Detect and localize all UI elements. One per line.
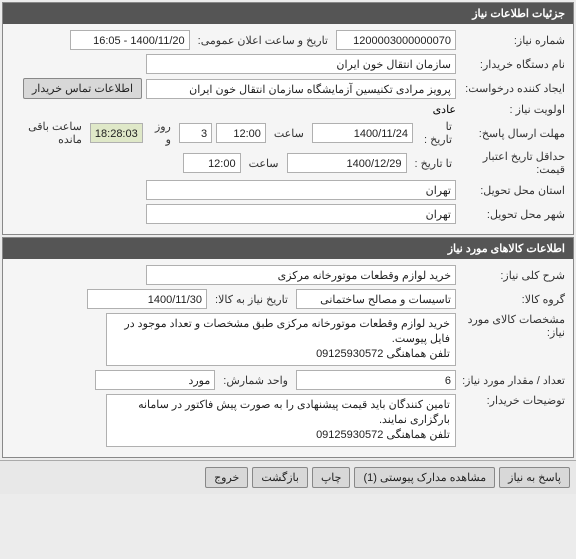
time-label-2: ساعت: [245, 157, 283, 170]
buyer-note-label: توضیحات خریدار:: [460, 394, 565, 407]
group-field: تاسیسات و مصالح ساختمانی: [296, 289, 456, 309]
credit-time-field: 12:00: [183, 153, 241, 173]
need-details-body: شماره نیاز: 1200003000000070 تاریخ و ساع…: [3, 24, 573, 234]
need-details-header: جزئیات اطلاعات نیاز: [3, 3, 573, 24]
desc-field: خرید لوازم وقطعات موتورخانه مرکزی: [146, 265, 456, 285]
city-deliv-label: شهر محل تحویل:: [460, 208, 565, 221]
priority-value: عادی: [433, 103, 456, 116]
deadline-date-field: 1400/11/24: [312, 123, 413, 143]
goods-info-header: اطلاعات کالاهای مورد نیاز: [3, 238, 573, 259]
buyer-label: نام دستگاه خریدار:: [460, 58, 565, 71]
need-date-label: تاریخ نیاز به کالا:: [211, 293, 292, 306]
buyer-field: سازمان انتقال خون ایران: [146, 54, 456, 74]
group-label: گروه کالا:: [460, 293, 565, 306]
spec-field: خرید لوازم وقطعات موتورخانه مرکزی طبق مش…: [106, 313, 456, 366]
back-button[interactable]: بازگشت: [252, 467, 308, 488]
prov-deliv-label: استان محل تحویل:: [460, 184, 565, 197]
spec-label: مشخصات کالای مورد نیاز:: [460, 313, 565, 339]
print-button[interactable]: چاپ: [312, 467, 351, 488]
buyer-note-field: تامین کنندگان باید قیمت پیشنهادی را به ص…: [106, 394, 456, 447]
qty-label: تعداد / مقدار مورد نیاز:: [460, 374, 565, 387]
days-label: روز و: [147, 120, 175, 146]
need-date-field: 1400/11/30: [87, 289, 207, 309]
credit-label: حداقل تاریخ اعتبار قیمت:: [460, 150, 565, 176]
unit-field: مورد: [95, 370, 215, 390]
attachments-button[interactable]: مشاهده مدارک پیوستی (1): [354, 467, 495, 488]
req-no-field: 1200003000000070: [336, 30, 456, 50]
credit-to-label: تا تاریخ :: [411, 157, 456, 170]
announce-field: 1400/11/20 - 16:05: [70, 30, 190, 50]
desc-label: شرح کلی نیاز:: [460, 269, 565, 282]
deadline-label: مهلت ارسال پاسخ:: [460, 127, 565, 140]
remain-label: ساعت باقی مانده: [11, 120, 86, 146]
deadline-time-field: 12:00: [216, 123, 266, 143]
time-remain-field: 18:28:03: [90, 123, 143, 143]
exit-button[interactable]: خروج: [205, 467, 248, 488]
to-date-label: تا تاریخ :: [417, 120, 456, 146]
respond-button[interactable]: پاسخ به نیاز: [499, 467, 570, 488]
days-remain-field: 3: [179, 123, 212, 143]
contact-buyer-button[interactable]: اطلاعات تماس خریدار: [23, 78, 142, 99]
creator-field: پرویز مرادی تکنیسین آزمایشگاه سازمان انت…: [146, 79, 456, 99]
time-label-1: ساعت: [270, 127, 308, 140]
action-bar: پاسخ به نیاز مشاهده مدارک پیوستی (1) چاپ…: [0, 460, 576, 494]
goods-info-panel: اطلاعات کالاهای مورد نیاز شرح کلی نیاز: …: [2, 237, 574, 458]
qty-field: 6: [296, 370, 456, 390]
priority-label: اولویت نیاز :: [460, 103, 565, 116]
goods-info-body: شرح کلی نیاز: خرید لوازم وقطعات موتورخان…: [3, 259, 573, 457]
prov-deliv-field: تهران: [146, 180, 456, 200]
need-details-panel: جزئیات اطلاعات نیاز شماره نیاز: 12000030…: [2, 2, 574, 235]
req-no-label: شماره نیاز:: [460, 34, 565, 47]
city-deliv-field: تهران: [146, 204, 456, 224]
creator-label: ایجاد کننده درخواست:: [460, 82, 565, 95]
credit-date-field: 1400/12/29: [287, 153, 407, 173]
announce-label: تاریخ و ساعت اعلان عمومی:: [194, 34, 332, 47]
unit-label: واحد شمارش:: [219, 374, 292, 387]
